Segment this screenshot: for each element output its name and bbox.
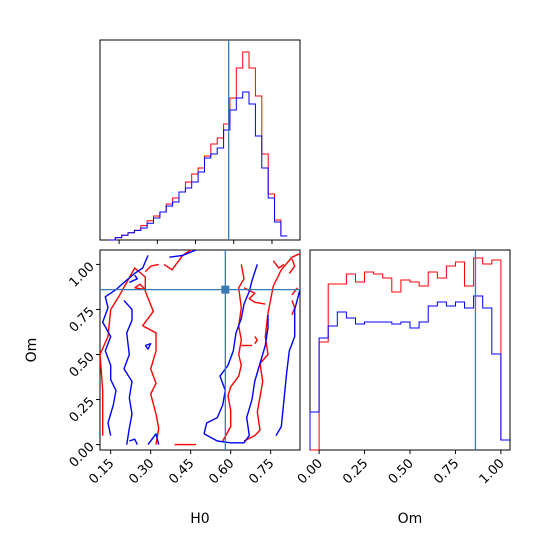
om-histogram-blue-series [309,295,510,450]
blue-contour-1 [129,274,138,284]
red-contour-1 [163,250,192,271]
joint-x-tick-label: 0.30 [126,456,157,487]
om-histogram-red-series [310,257,510,451]
blue-contour-7 [203,264,258,434]
h0-histogram-panel [99,39,301,241]
om-hist-x-tick-label: 0.25 [340,456,371,487]
red-contour-5 [222,264,245,442]
joint-y-tick-label: 0.75 [67,305,98,336]
joint-x-tick-label: 0.15 [86,456,117,487]
red-contour-7 [243,287,266,305]
red-contour-3 [144,263,159,273]
h0-histogram-red-series [108,51,288,241]
red-contour-9 [254,336,258,345]
red-contour-2 [134,283,146,291]
joint-y-tick-label: 0.50 [67,350,98,381]
blue-contour-4 [147,433,160,446]
joint-y-tick-label: 1.00 [67,259,98,290]
blue-contour-3 [123,300,133,445]
om-hist-x-tick-label: 0.00 [295,456,326,487]
h0-histogram-blue-series [108,91,288,241]
blue-contour-8 [203,314,269,444]
om-hist-x-tick-label: 1.00 [477,456,508,487]
joint-y-tick-label: 0.25 [67,395,98,426]
blue-contour-9 [275,289,300,436]
red-contour-11 [291,287,298,296]
joint-x-tick-label: 0.75 [246,456,277,487]
om-hist-x-tick-label: 0.75 [431,456,462,487]
joint-contour-panel [99,249,301,451]
blue-contour-2 [144,343,152,350]
om-hist-x-tick-label: 0.50 [386,456,417,487]
joint-truth-marker [221,285,230,294]
red-contour-10 [272,260,285,269]
joint-y-tick-label: 0.00 [67,440,98,471]
om-hist-x-axis-label: Om [398,511,423,527]
blue-contour-5 [129,438,138,445]
blue-contour-6 [169,250,197,258]
red-contour-12 [288,258,296,274]
joint-contours-group [100,250,300,446]
joint-x-tick-label: 0.60 [206,456,237,487]
joint-y-axis-label: Om [24,338,40,363]
red-contour-6 [243,252,300,442]
joint-x-tick-label: 0.45 [166,456,197,487]
joint-x-axis-label: H0 [190,511,209,527]
blue-contour-0 [102,255,149,436]
